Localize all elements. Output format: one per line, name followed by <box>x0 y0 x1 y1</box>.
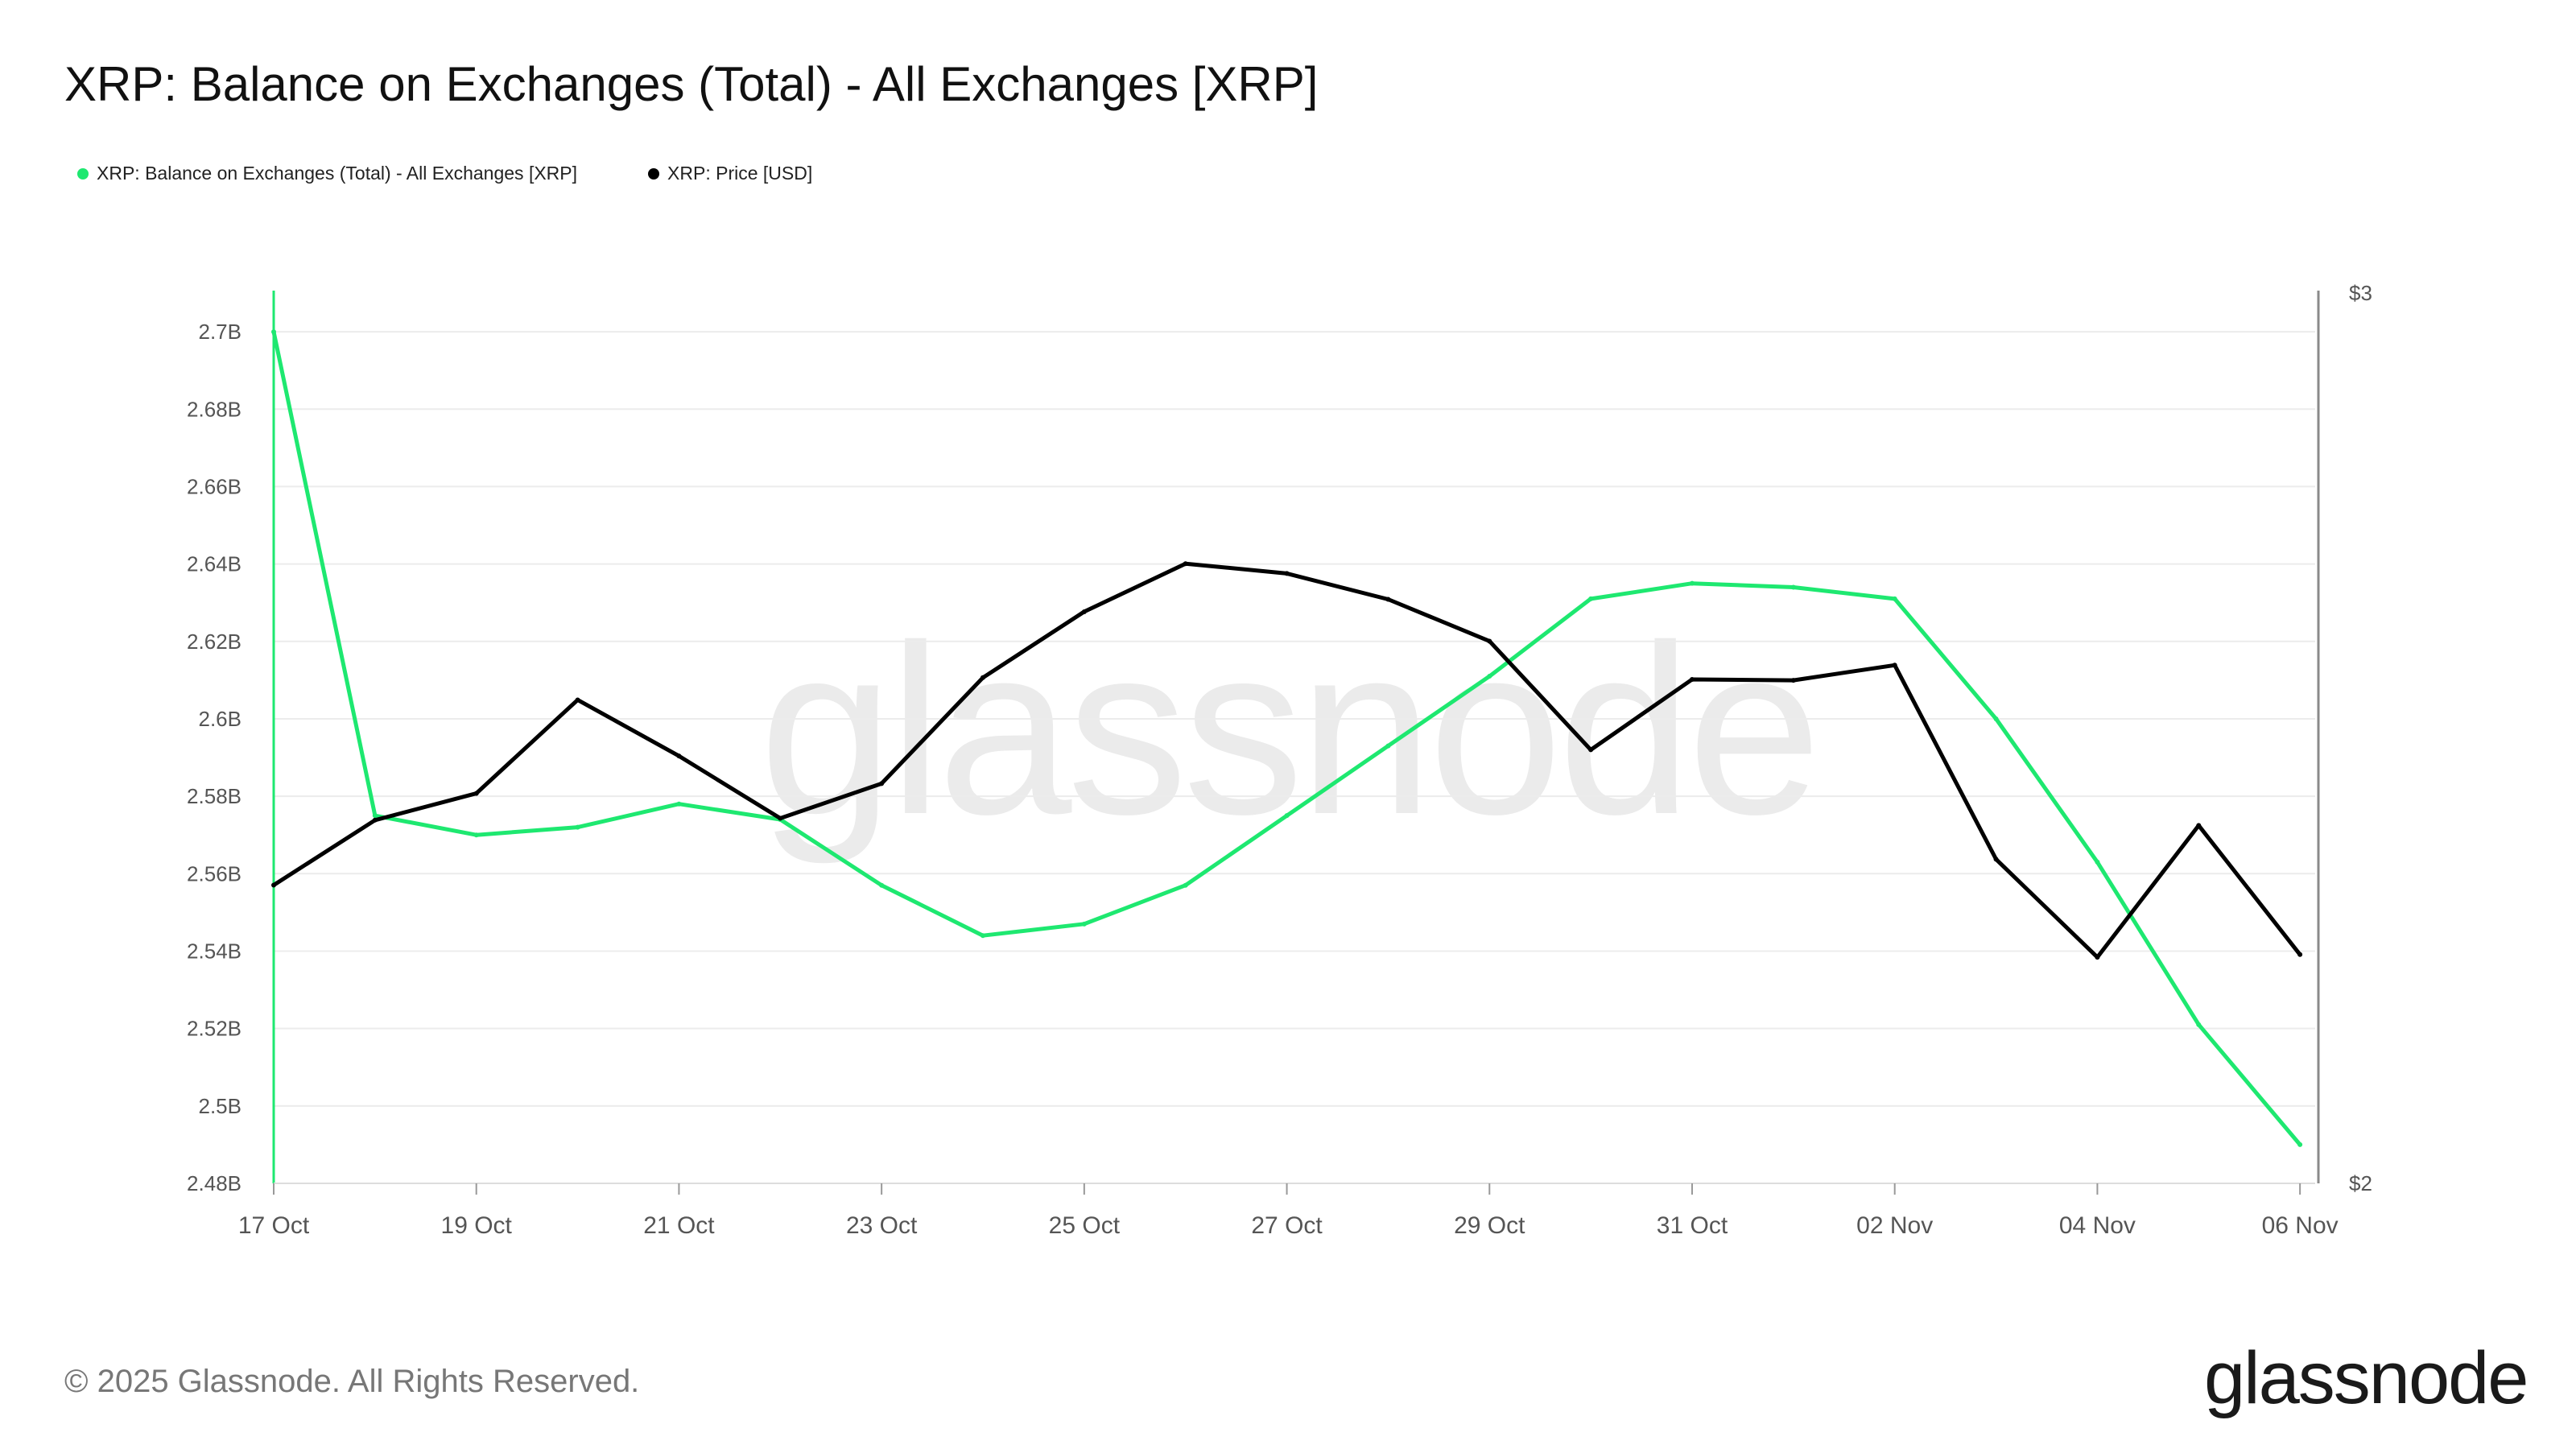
y-tick-label-left: 2.64B <box>187 552 242 576</box>
data-point-price <box>2095 955 2100 960</box>
x-tick-label: 04 Nov <box>2059 1212 2136 1239</box>
y-tick-label-left: 2.5B <box>199 1094 242 1118</box>
data-point-price <box>879 781 885 786</box>
data-point-balance <box>575 824 580 830</box>
y-tick-label-right: $3 <box>2349 281 2372 305</box>
data-point-balance <box>676 801 682 807</box>
data-point-balance <box>1284 813 1290 819</box>
y-tick-label-left: 2.66B <box>187 474 242 498</box>
data-point-balance <box>1892 596 1897 601</box>
data-point-price <box>1183 561 1188 567</box>
data-point-balance <box>1993 716 1999 721</box>
data-point-price <box>1892 663 1897 668</box>
data-point-price <box>1081 609 1087 614</box>
data-point-price <box>1385 597 1391 602</box>
x-tick-label: 17 Oct <box>238 1212 310 1239</box>
data-point-balance <box>372 813 378 819</box>
copyright-footer: © 2025 Glassnode. All Rights Reserved. <box>64 1364 640 1399</box>
series-layer <box>271 329 2303 1147</box>
y-tick-label-right: $2 <box>2349 1171 2372 1195</box>
data-point-balance <box>1183 882 1188 888</box>
glassnode-logo[interactable]: glassnode <box>2204 1337 2529 1419</box>
x-tick-label: 29 Oct <box>1454 1212 1525 1239</box>
y-tick-label-left: 2.62B <box>187 630 242 654</box>
data-point-balance <box>2297 1141 2303 1147</box>
data-point-price <box>676 753 682 759</box>
data-point-balance <box>1385 743 1391 749</box>
chart-legend: XRP: Balance on Exchanges (Total) - All … <box>77 163 812 184</box>
legend-label-price: XRP: Price [USD] <box>667 163 813 184</box>
data-point-price <box>1487 638 1492 644</box>
data-point-price <box>1993 857 1999 862</box>
x-tick-label: 21 Oct <box>643 1212 715 1239</box>
data-point-balance <box>1790 584 1796 590</box>
data-point-price <box>980 675 985 680</box>
data-point-price <box>372 817 378 823</box>
data-point-balance <box>1487 674 1492 679</box>
data-point-balance <box>1588 596 1594 601</box>
data-point-price <box>1284 571 1290 576</box>
x-tick-label: 19 Oct <box>441 1212 513 1239</box>
legend-item-balance[interactable]: XRP: Balance on Exchanges (Total) - All … <box>77 163 577 184</box>
data-point-balance <box>271 329 276 335</box>
watermark-layer: glassnode <box>759 594 1822 866</box>
data-point-balance <box>879 882 885 888</box>
data-point-balance <box>2095 859 2100 865</box>
data-point-balance <box>1081 921 1087 927</box>
data-point-price <box>1588 747 1594 753</box>
x-tick-label: 06 Nov <box>2262 1212 2339 1239</box>
data-point-balance <box>1689 580 1695 586</box>
data-point-price <box>1689 677 1695 683</box>
data-point-price <box>2196 823 2202 828</box>
data-point-price <box>575 697 580 703</box>
y-tick-label-left: 2.54B <box>187 939 242 963</box>
legend-label-balance: XRP: Balance on Exchanges (Total) - All … <box>97 163 578 184</box>
data-point-price <box>271 882 276 888</box>
x-tick-label: 23 Oct <box>846 1212 918 1239</box>
y-tick-label-left: 2.48B <box>187 1171 242 1195</box>
y-tick-label-left: 2.7B <box>199 320 242 344</box>
data-point-balance <box>473 832 479 838</box>
y-tick-label-left: 2.6B <box>199 707 242 731</box>
data-point-balance <box>2196 1022 2202 1027</box>
y-tick-label-left: 2.58B <box>187 784 242 808</box>
data-point-price <box>778 815 783 821</box>
legend-dot-price <box>648 167 660 180</box>
x-tick-label: 31 Oct <box>1657 1212 1728 1239</box>
y-tick-label-left: 2.52B <box>187 1017 242 1041</box>
y-tick-label-left: 2.68B <box>187 397 242 421</box>
x-tick-label: 25 Oct <box>1049 1212 1121 1239</box>
x-tick-label: 27 Oct <box>1251 1212 1323 1239</box>
chart-title: XRP: Balance on Exchanges (Total) - All … <box>64 57 1319 111</box>
data-point-price <box>2297 952 2303 957</box>
x-tick-label: 02 Nov <box>1856 1212 1933 1239</box>
data-point-price <box>473 791 479 796</box>
legend-dot-balance <box>77 167 89 180</box>
legend-item-price[interactable]: XRP: Price [USD] <box>648 163 812 184</box>
data-point-balance <box>980 933 985 939</box>
data-point-price <box>1790 678 1796 683</box>
axis-layer: 2.48B 2.5B 2.52B 2.54B 2.56B 2.58B 2.6B 2.62B 2.… <box>187 281 2372 1239</box>
watermark-text: glassnode <box>759 594 1817 866</box>
y-tick-label-left: 2.56B <box>187 861 242 886</box>
